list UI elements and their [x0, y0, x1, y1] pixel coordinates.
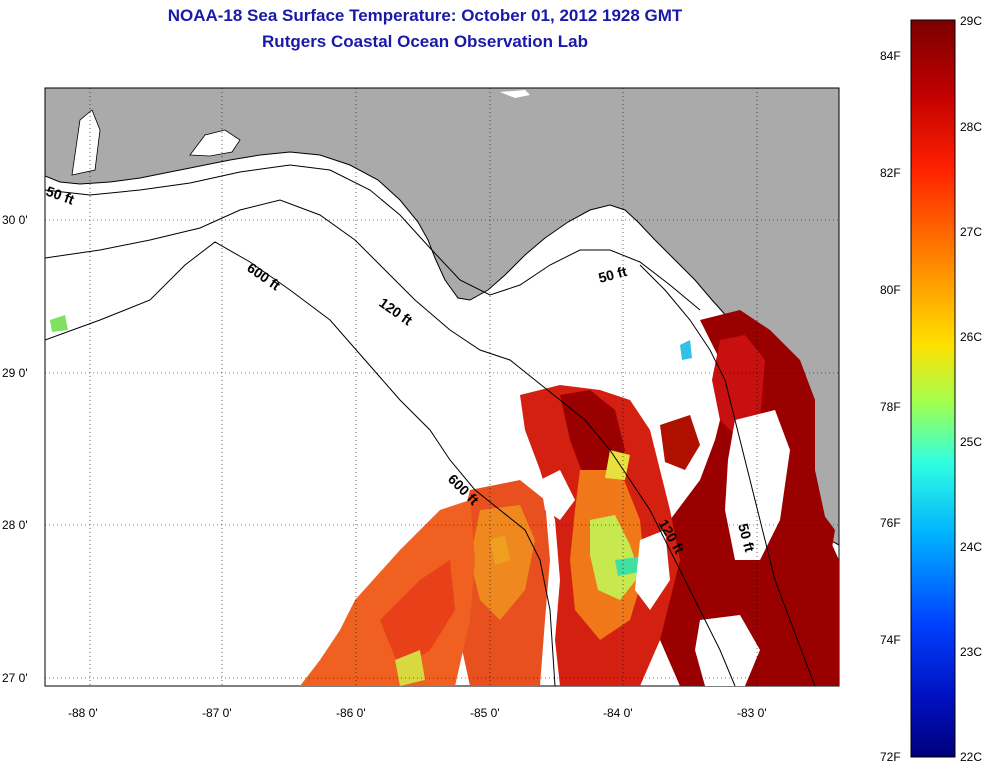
lon-tick: -85 0'	[470, 706, 500, 720]
lat-tick: 29 0'	[2, 366, 28, 380]
colorbar-f-label: 78F	[880, 400, 901, 414]
lat-tick: 27 0'	[2, 671, 28, 685]
colorbar-f-label: 76F	[880, 516, 901, 530]
colorbar-f-label: 82F	[880, 166, 901, 180]
sst-data	[50, 310, 839, 686]
colorbar-c-label: 26C	[960, 330, 983, 344]
lat-tick: 30 0'	[2, 213, 28, 227]
colorbar-c-label: 27C	[960, 225, 983, 239]
colorbar-c-label: 29C	[960, 14, 983, 28]
colorbar-c-label: 23C	[960, 645, 983, 659]
contour-label: 50 ft	[597, 263, 629, 286]
colorbar-f-label: 84F	[880, 49, 901, 63]
grid	[45, 88, 839, 686]
colorbar-c-label: 25C	[960, 435, 983, 449]
inland-lake	[500, 90, 530, 98]
lon-tick: -86 0'	[336, 706, 366, 720]
lon-tick: -83 0'	[737, 706, 767, 720]
mobile-bay	[71, 109, 101, 176]
pensacola-bay	[189, 129, 241, 157]
depth-contours	[45, 164, 816, 686]
colorbar-c-label: 22C	[960, 750, 983, 764]
chart-title: NOAA-18 Sea Surface Temperature: October…	[167, 6, 683, 25]
lon-tick: -84 0'	[603, 706, 633, 720]
colorbar-c-label: 24C	[960, 540, 983, 554]
contour-label: 50 ft	[735, 522, 758, 554]
lon-tick: -88 0'	[68, 706, 98, 720]
colorbar-c-label: 28C	[960, 120, 983, 134]
lat-tick: 28 0'	[2, 518, 28, 532]
colorbar-f-label: 74F	[880, 633, 901, 647]
colorbar-f-label: 80F	[880, 283, 901, 297]
colorbar-f-label: 72F	[880, 750, 901, 764]
colorbar	[910, 19, 956, 758]
lon-tick: -87 0'	[202, 706, 232, 720]
chart-subtitle: Rutgers Coastal Ocean Observation Lab	[262, 32, 588, 51]
